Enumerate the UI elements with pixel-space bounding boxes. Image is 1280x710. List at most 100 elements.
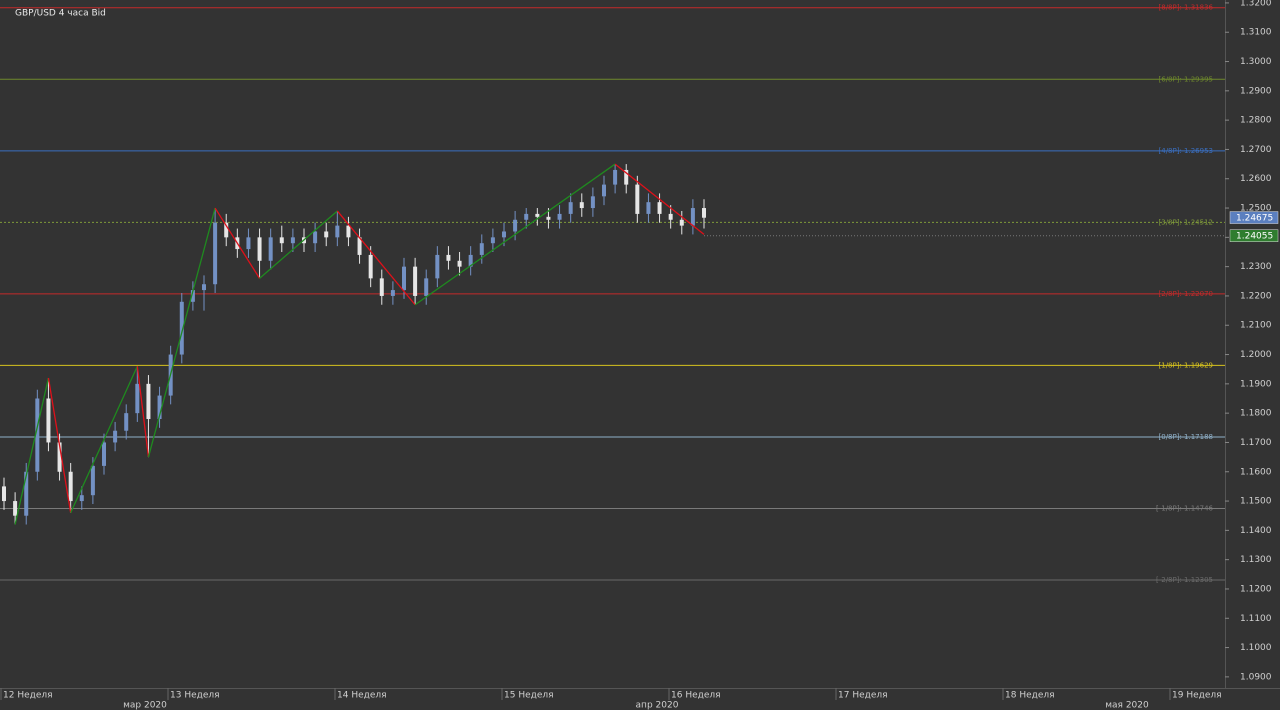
week-label: 17 Неделя [838,691,888,701]
candle-body [113,430,118,443]
candle-body [190,290,195,302]
y-tick-label: 1.1200 [1240,584,1272,594]
candle-body [90,465,95,496]
candle-body [390,290,395,296]
week-label: 14 Неделя [337,691,387,701]
y-tick-label: 1.1400 [1240,526,1272,536]
candle-body [402,266,406,291]
candle-body [457,260,462,267]
candle-body [424,278,429,296]
candle-body [646,202,651,214]
zigzag-segment [147,207,216,458]
candle-body [524,213,529,220]
candle-body [79,495,84,502]
candle-body [624,169,629,185]
candle-body [557,213,562,220]
week-label: 18 Неделя [1005,691,1055,701]
price-tag-label: 1.24675 [1236,214,1273,224]
y-tick-label: 1.1700 [1240,438,1272,448]
y-tick-label: 1.3200 [1240,0,1272,8]
week-label: 16 Неделя [671,691,721,701]
y-tick-label: 1.2500 [1240,204,1272,214]
candle-body [268,237,273,261]
candle-body [224,222,229,238]
candle-body [146,383,151,420]
candle-body [568,202,573,214]
y-tick-label: 1.3100 [1240,28,1272,38]
candle-body [468,254,473,267]
candle-body [135,383,140,414]
candle-body [57,442,62,472]
candle-body [313,231,318,244]
candle-body [202,284,206,291]
week-label: 19 Неделя [1172,691,1222,701]
y-tick-label: 1.2300 [1240,262,1272,272]
level-label: [1/8P]: 1.19629 [1159,361,1213,369]
month-label: мар 2020 [123,701,167,710]
candle-body [213,222,218,285]
zigzag-segment [47,377,72,513]
candle-body [657,202,662,214]
y-tick-label: 1.1300 [1240,555,1272,565]
y-tick-label: 1.2200 [1240,291,1272,301]
chart-title: GBP/USD 4 часа Bid [15,9,106,19]
candle-body [246,237,251,250]
level-label: [3/8P]: 1.24512 [1159,218,1213,226]
candle-body [346,225,351,238]
candle-body [446,254,451,261]
zigzag-segment [259,210,338,279]
zigzag-segment [70,365,138,514]
week-label: 15 Неделя [504,691,554,701]
candle-body [602,184,606,197]
y-tick-label: 1.1900 [1240,379,1272,389]
y-tick-label: 1.2900 [1240,86,1272,96]
y-tick-label: 1.1000 [1240,643,1272,653]
price-tag [1229,229,1279,242]
zigzag-segment [214,207,261,279]
zigzag-segment [14,377,50,525]
candle-body [68,471,73,502]
candle-body [490,237,495,244]
candle-body [290,237,295,244]
candle-body [13,501,18,516]
y-tick-label: 1.2600 [1240,174,1272,184]
candle-body [357,237,362,255]
zigzag-segment [336,210,416,306]
candle-body [257,237,262,261]
zigzag-segment [136,366,150,458]
candle-body [2,486,6,502]
candle-body [702,208,706,218]
candle-body [479,243,484,255]
candle-body [668,213,673,220]
candle-body [513,219,518,232]
zigzag-segment [414,163,616,306]
y-tick-label: 1.2700 [1240,145,1272,155]
level-label: [2/8P]: 1.22070 [1159,290,1213,298]
level-label: [-1/8P]: 1.14746 [1156,504,1214,512]
candle-body [368,254,373,279]
y-tick-label: 1.3000 [1240,57,1272,67]
candle-body [590,196,595,209]
level-label: [6/8P]: 1.29395 [1159,75,1213,83]
week-label: 12 Неделя [3,691,53,701]
level-label: [-2/8P]: 1.12305 [1156,576,1213,584]
candle-body [279,237,284,244]
candle-body [413,266,418,296]
zigzag-segment [614,163,705,235]
candle-body [179,301,184,355]
candle-body [502,231,506,238]
y-tick-label: 1.2800 [1240,116,1272,126]
price-tag-label: 1.24055 [1236,232,1273,242]
candle-body [635,184,640,214]
candle-body [35,398,40,472]
candle-body [335,225,340,238]
candle-body [324,231,329,238]
candle-body [690,208,695,226]
candle-body [613,169,618,185]
candle-body [102,442,106,466]
month-label: мая 2020 [1105,701,1149,710]
y-tick-label: 1.1600 [1240,467,1272,477]
y-tick-label: 1.1800 [1240,409,1272,419]
candle-body [379,278,384,296]
